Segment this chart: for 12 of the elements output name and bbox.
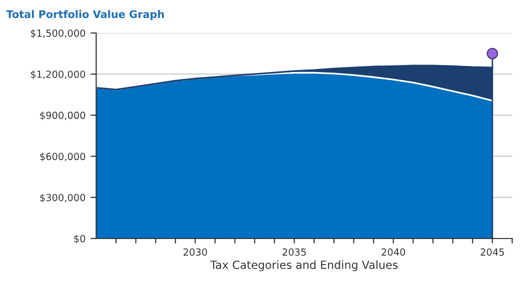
x-tick-label: 2045: [480, 248, 504, 256]
chart-title: Total Portfolio Value Graph: [6, 10, 164, 20]
x-tick-label: 2030: [184, 248, 207, 256]
y-tick-label: $900,000: [40, 112, 86, 120]
y-tick-label: $1,200,000: [30, 70, 86, 80]
y-tick-label: $0: [74, 234, 86, 244]
y-tick-label: $300,000: [40, 194, 86, 203]
y-tick-label: $600,000: [40, 152, 86, 162]
x-tick-label: 2035: [282, 248, 306, 256]
x-axis-title: Tax Categories and Ending Values: [210, 260, 398, 272]
x-tick-label: 2040: [382, 248, 406, 256]
y-tick-label: $1,500,000: [30, 29, 86, 38]
